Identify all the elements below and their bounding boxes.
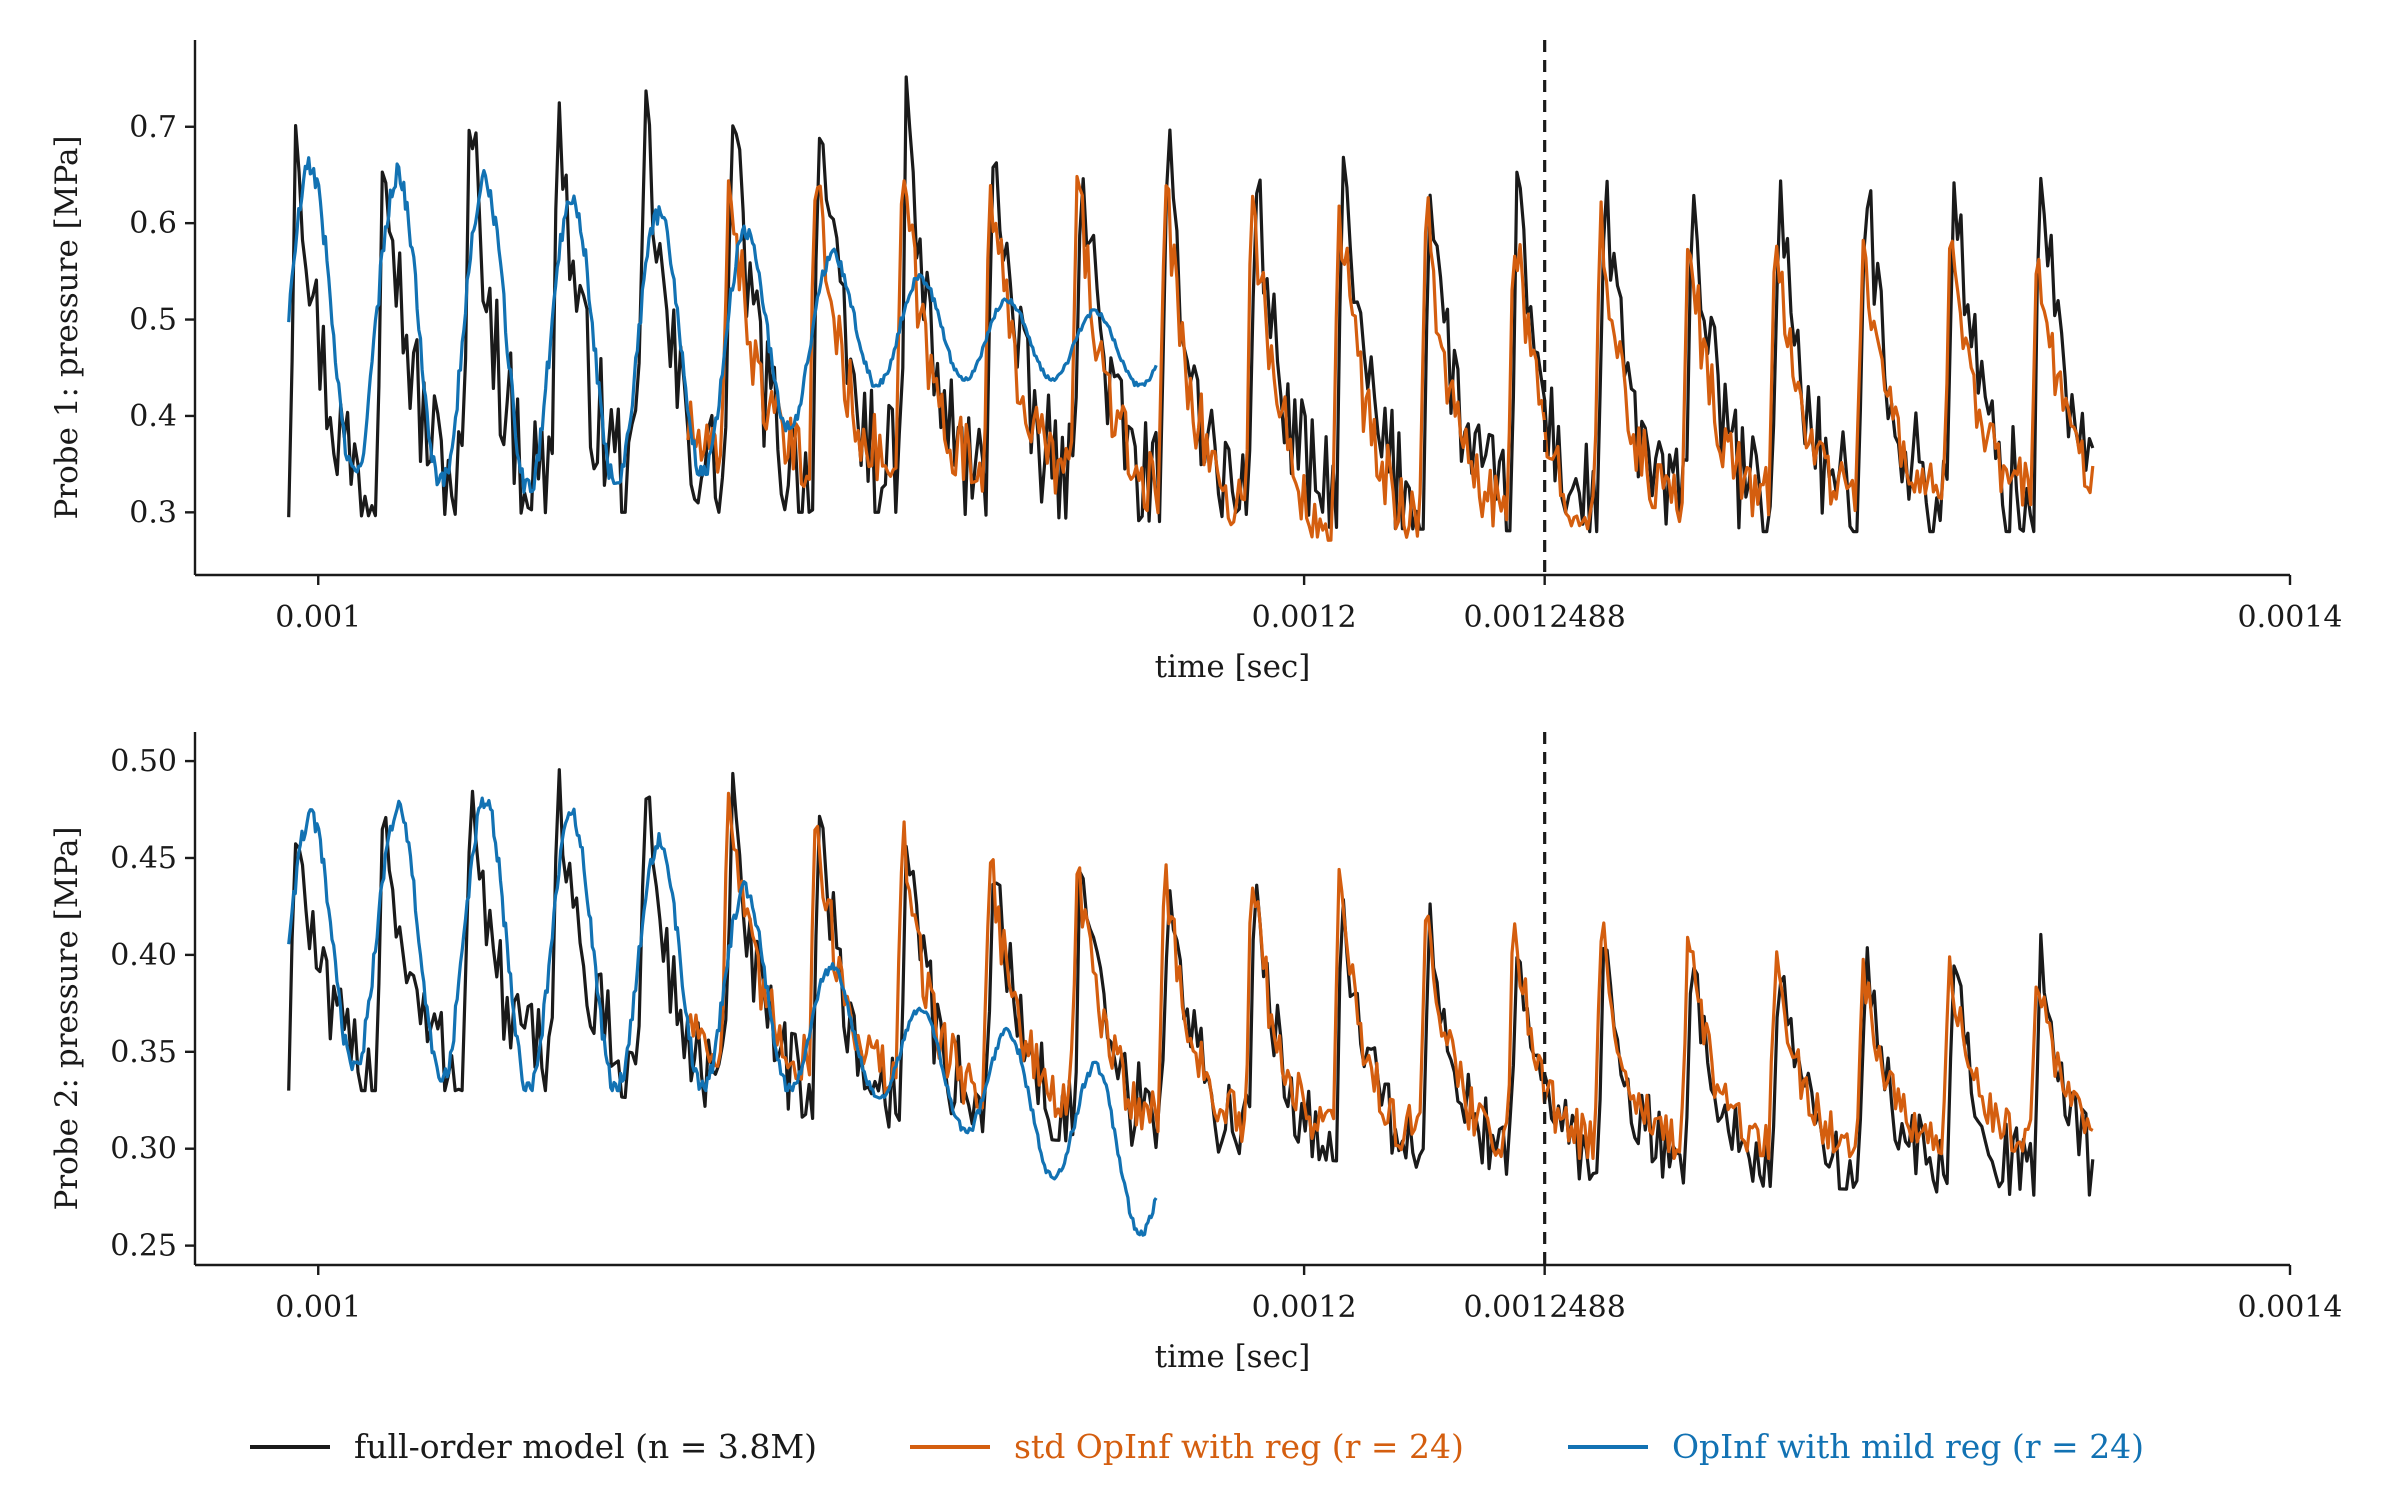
probe-2-panel: 0.25 0.30 0.35 0.40 0.45 0.50 0.001 0.0012 0.001… [49, 732, 2342, 1375]
y-tick-label: 0.3 [129, 495, 177, 530]
x-tick-label: 0.0014 [2238, 600, 2343, 635]
legend-label: std OpInf with reg (r = 24) [1014, 1427, 1464, 1466]
x-tick-label: 0.0012 [1252, 1290, 1357, 1325]
series-line-std-opinf [686, 174, 2095, 542]
x-axis-label: time [sec] [1155, 649, 1311, 685]
y-tick-label: 0.5 [129, 303, 177, 338]
y-tick-label: 0.45 [110, 841, 177, 876]
x-tick-label: 0.001 [275, 1290, 361, 1325]
x-axis-label: time [sec] [1155, 1339, 1311, 1375]
y-tick-label: 0.30 [110, 1132, 177, 1167]
x-tick-label: 0.0014 [2238, 1290, 2343, 1325]
series-line-full-order [287, 75, 2095, 534]
y-axis-label: Probe 2: pressure [MPa] [49, 826, 85, 1210]
legend: full-order model (n = 3.8M) std OpInf wit… [250, 1427, 2144, 1466]
legend-label: OpInf with mild reg (r = 24) [1672, 1427, 2144, 1466]
series-line-mild-reg-opinf [287, 796, 1158, 1237]
series-line-std-opinf [686, 791, 2094, 1161]
series-line-mild-reg-opinf [287, 156, 1158, 494]
y-tick-label: 0.50 [110, 744, 177, 779]
y-tick-label: 0.4 [129, 399, 177, 434]
y-tick-label: 0.25 [110, 1229, 177, 1264]
y-tick-label: 0.7 [129, 110, 177, 145]
x-tick-label: 0.001 [275, 600, 361, 635]
y-axis-label: Probe 1: pressure [MPa] [49, 135, 85, 519]
y-tick-label: 0.40 [110, 938, 177, 973]
x-tick-label: 0.0012 [1252, 600, 1357, 635]
legend-label: full-order model (n = 3.8M) [354, 1427, 817, 1466]
y-tick-label: 0.6 [129, 206, 177, 241]
x-tick-label: 0.0012488 [1464, 600, 1626, 635]
probe-1-panel: 0.3 0.4 0.5 0.6 0.7 0.001 0.0012 0.0012488 0.001… [49, 40, 2342, 685]
y-tick-label: 0.35 [110, 1035, 177, 1070]
x-tick-label: 0.0012488 [1464, 1290, 1626, 1325]
